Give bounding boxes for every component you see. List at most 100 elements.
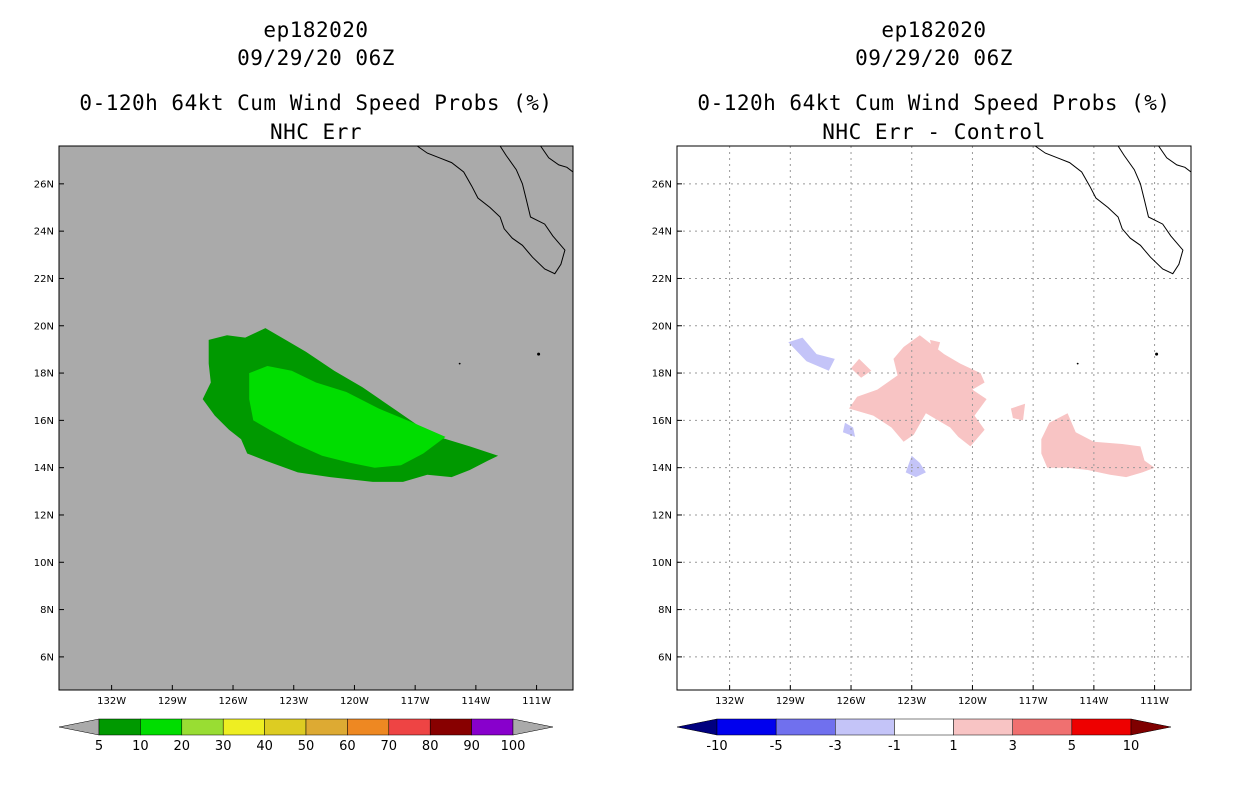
right-colorbar-swatch xyxy=(716,718,777,736)
right-xtick-label: 117W xyxy=(1019,696,1048,707)
left-colorbar-label: 60 xyxy=(339,739,356,754)
left-ytick-label: 24N xyxy=(34,227,54,238)
left-ytick-label: 22N xyxy=(34,274,54,285)
right-title-datetime: 09/29/20 06Z xyxy=(855,46,1013,70)
left-xtick-label: 117W xyxy=(401,696,430,707)
left-colorbar-swatch xyxy=(98,718,141,736)
right-gridlines xyxy=(677,146,1191,690)
left-axis-ticks: 132W 129W 126W 123W 120W 117W 114W 111W 6N 8N 10N 1… xyxy=(34,179,551,707)
right-ytick-label: 8N xyxy=(658,605,672,616)
right-xtick-label: 123W xyxy=(897,696,926,707)
left-ytick-label: 6N xyxy=(40,652,54,663)
right-colorbar-label: 1 xyxy=(949,739,957,754)
right-coastline xyxy=(1034,145,1192,365)
left-colorbar-label: 70 xyxy=(381,739,398,754)
right-contour-6 xyxy=(905,455,926,478)
left-xtick-label: 126W xyxy=(219,696,248,707)
right-colorbar-swatch xyxy=(1012,718,1073,736)
left-colorbar-label: 30 xyxy=(215,739,232,754)
right-contour-7 xyxy=(842,422,856,437)
right-contour-1 xyxy=(851,358,872,378)
right-ytick-label: 6N xyxy=(658,652,672,663)
right-colorbar-swatch xyxy=(775,718,836,736)
right-colorbar-swatch xyxy=(894,718,954,736)
right-xtick-label: 132W xyxy=(715,696,744,707)
right-xtick-label: 126W xyxy=(837,696,866,707)
left-ytick-label: 18N xyxy=(34,369,54,380)
left-xtick-label: 120W xyxy=(340,696,369,707)
left-ytick-label: 12N xyxy=(34,510,54,521)
right-map-panel: 132W 129W 126W 123W 120W 117W 114W 111W 6N 8N 10N 1… xyxy=(652,145,1192,707)
right-colorbar-high-arrow xyxy=(1130,718,1172,736)
left-colorbar-low-arrow xyxy=(58,718,100,736)
right-title-subtitle: NHC Err - Control xyxy=(822,120,1046,144)
right-ytick-label: 18N xyxy=(652,369,672,380)
left-ytick-label: 10N xyxy=(34,558,54,569)
right-colorbar-low-arrow xyxy=(676,718,718,736)
left-coastline-segment-0 xyxy=(416,145,566,275)
left-colorbar-high-arrow xyxy=(512,718,554,736)
left-colorbar: 5 10 20 30 40 50 60 70 80 90 100 xyxy=(58,718,554,754)
right-colorbar-swatch xyxy=(1071,718,1132,736)
left-coastline-segment-1 xyxy=(540,145,574,173)
left-colorbar-label: 80 xyxy=(422,739,439,754)
left-map-frame xyxy=(58,145,574,691)
right-xtick-label: 129W xyxy=(776,696,805,707)
left-title-product: 0-120h 64kt Cum Wind Speed Probs (%) xyxy=(79,91,553,115)
left-colorbar-swatch xyxy=(222,718,265,736)
left-colorbar-swatch xyxy=(429,718,472,736)
left-ytick-label: 20N xyxy=(34,321,54,332)
right-contour-0 xyxy=(849,335,987,447)
right-colorbar-label: 5 xyxy=(1068,739,1076,754)
right-axis-ticks: 132W 129W 126W 123W 120W 117W 114W 111W 6N 8N 10N 1… xyxy=(652,179,1169,707)
left-xtick-label: 114W xyxy=(461,696,490,707)
right-ytick-label: 12N xyxy=(652,510,672,521)
right-xtick-label: 120W xyxy=(958,696,987,707)
right-ytick-label: 16N xyxy=(652,416,672,427)
right-colorbar-label: 10 xyxy=(1123,739,1140,754)
left-ytick-label: 16N xyxy=(34,416,54,427)
right-colorbar: -10 -5 -3 -1 1 3 5 10 xyxy=(676,718,1172,754)
left-colorbar-label: 100 xyxy=(501,739,526,754)
right-ytick-label: 20N xyxy=(652,321,672,332)
left-island-clarion xyxy=(458,362,461,365)
left-title-subtitle: NHC Err xyxy=(269,120,362,144)
left-colorbar-swatch xyxy=(305,718,348,736)
right-colorbar-label: -5 xyxy=(770,739,783,754)
right-colorbar-swatch xyxy=(835,718,895,736)
left-xtick-label: 111W xyxy=(522,696,551,707)
left-colorbar-label: 50 xyxy=(298,739,315,754)
left-colorbar-label: 20 xyxy=(174,739,191,754)
left-probability-contours xyxy=(202,328,499,482)
left-xtick-label: 132W xyxy=(97,696,126,707)
right-xtick-label: 114W xyxy=(1079,696,1108,707)
right-contour-3 xyxy=(1010,403,1026,421)
left-colorbar-swatch xyxy=(388,718,431,736)
left-ytick-label: 14N xyxy=(34,463,54,474)
right-ytick-label: 22N xyxy=(652,274,672,285)
left-colorbar-swatch xyxy=(264,718,307,736)
right-xtick-label: 111W xyxy=(1140,696,1169,707)
left-ytick-label: 26N xyxy=(34,179,54,190)
right-coastline-segment-0 xyxy=(1034,145,1184,275)
right-colorbar-label: -1 xyxy=(888,739,901,754)
right-title-storm-id: ep182020 xyxy=(881,18,987,42)
right-difference-contours xyxy=(788,335,1155,478)
left-contour-1 xyxy=(249,366,446,468)
right-contour-5 xyxy=(788,337,835,371)
right-ytick-label: 10N xyxy=(652,558,672,569)
right-colorbar-swatch xyxy=(953,718,1013,736)
left-colorbar-swatch xyxy=(181,718,224,736)
left-colorbar-swatch xyxy=(347,718,390,736)
left-colorbar-label: 90 xyxy=(463,739,480,754)
right-ytick-label: 24N xyxy=(652,227,672,238)
left-ytick-label: 8N xyxy=(40,605,54,616)
left-colorbar-swatch xyxy=(471,718,514,736)
left-coastline xyxy=(416,145,574,365)
left-title-storm-id: ep182020 xyxy=(263,18,369,42)
right-contour-4 xyxy=(1041,413,1155,478)
right-colorbar-label: 3 xyxy=(1009,739,1017,754)
right-ytick-label: 26N xyxy=(652,179,672,190)
left-colorbar-label: 40 xyxy=(256,739,273,754)
